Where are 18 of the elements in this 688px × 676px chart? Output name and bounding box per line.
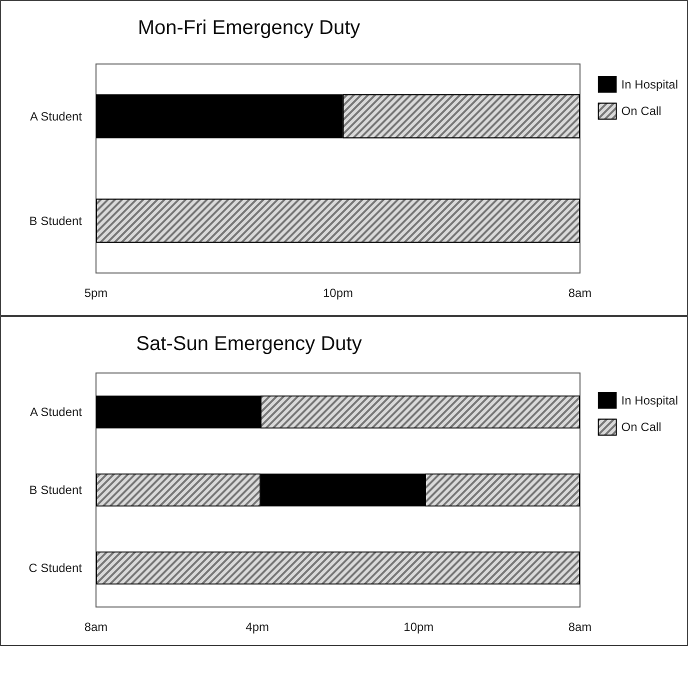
text: 10pm [404, 620, 434, 634]
text: 8am [84, 620, 108, 634]
legend-label: On Call [621, 420, 662, 434]
legend-label: On Call [621, 104, 662, 118]
text: 4pm [246, 620, 270, 634]
legend-label: In Hospital [621, 393, 678, 408]
y-tick-label: A Student [30, 405, 83, 419]
y-tick-label: A Student [30, 109, 83, 124]
y-tick-label: C Student [28, 561, 83, 575]
chart-title: Mon-Fri Emergency Duty [138, 17, 360, 39]
text: 10pm [322, 286, 354, 300]
y-tick-label: B Student [29, 214, 83, 228]
text: 8am [568, 286, 592, 300]
chart-title: Sat-Sun Emergency Duty [136, 333, 362, 355]
y-tick-label: B Student [29, 483, 83, 497]
text: 8am [568, 620, 592, 634]
text: 5pm [84, 286, 108, 300]
legend-label: In Hospital [621, 77, 678, 92]
